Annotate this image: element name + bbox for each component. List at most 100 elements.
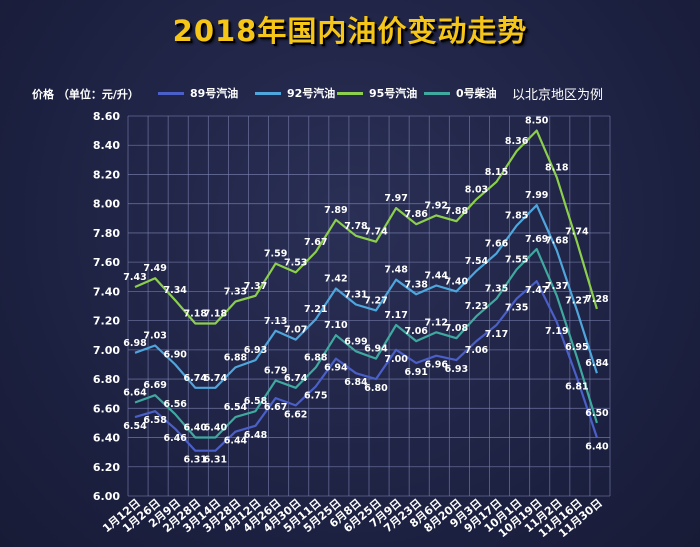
data-label: 6.79: [264, 366, 287, 377]
data-label: 6.88: [304, 352, 328, 363]
data-label: 7.53: [284, 257, 307, 268]
data-label: 7.10: [324, 320, 348, 331]
data-label: 7.74: [364, 227, 388, 238]
data-label: 7.06: [404, 326, 428, 337]
data-label: 6.88: [224, 352, 248, 363]
y-tick-label: 7.40: [93, 285, 120, 298]
data-label: 7.48: [384, 265, 408, 276]
data-label: 7.99: [525, 190, 548, 201]
legend-item-0: 0号柴油: [424, 86, 497, 100]
data-label: 7.43: [123, 272, 146, 283]
y-tick-label: 8.20: [93, 168, 120, 181]
data-label: 6.74: [284, 373, 308, 384]
data-label: 6.46: [163, 433, 187, 444]
data-label: 7.47: [525, 285, 548, 296]
legend-item-95: 95号汽油: [337, 86, 417, 100]
y-tick-label: 6.60: [93, 402, 120, 415]
data-label: 7.38: [404, 279, 428, 290]
data-label: 6.69: [143, 380, 166, 391]
data-label: 6.50: [585, 408, 609, 419]
data-label: 7.06: [465, 345, 489, 356]
data-label: 6.58: [244, 396, 268, 407]
data-label: 7.40: [445, 276, 469, 287]
y-tick-label: 8.60: [93, 110, 120, 123]
data-label: 7.55: [505, 254, 528, 265]
legend-label-0: 0号柴油: [456, 87, 497, 100]
data-label: 7.37: [545, 281, 568, 292]
data-label: 7.74: [565, 227, 589, 238]
data-label: 6.95: [565, 342, 588, 353]
data-label: 7.86: [404, 209, 428, 220]
data-label: 7.07: [284, 325, 307, 336]
data-label: 7.34: [163, 285, 187, 296]
series-line-2: [134, 129, 598, 325]
data-label: 6.56: [163, 399, 187, 410]
data-label: 7.89: [324, 205, 347, 216]
data-label: 7.37: [244, 281, 267, 292]
y-tick-label: 6.00: [93, 490, 120, 503]
data-label: 7.27: [364, 295, 387, 306]
y-tick-label: 7.20: [93, 315, 120, 328]
data-label: 7.68: [545, 235, 569, 246]
legend-swatch-0: [424, 91, 450, 95]
data-label: 6.31: [204, 455, 227, 466]
data-label: 7.19: [545, 326, 568, 337]
data-label: 6.99: [344, 336, 367, 347]
region-note: 以北京地区为例: [512, 88, 604, 103]
legend-item-89: 89号汽油: [158, 86, 238, 100]
legend-label-95: 95号汽油: [369, 87, 418, 100]
data-label: 6.67: [264, 402, 287, 413]
data-label: 6.40: [204, 423, 228, 434]
data-label: 6.74: [204, 373, 228, 384]
data-label: 7.85: [505, 211, 528, 222]
data-label: 6.81: [565, 382, 588, 393]
legend-item-92: 92号汽油: [255, 86, 335, 100]
data-label: 7.00: [384, 354, 408, 365]
data-label: 7.31: [344, 290, 367, 301]
y-tick-label: 8.00: [93, 198, 120, 211]
data-label: 6.74: [184, 373, 208, 384]
y-tick-label: 6.20: [93, 461, 120, 474]
data-label: 7.78: [344, 221, 368, 232]
data-label: 6.44: [224, 436, 248, 447]
data-label: 7.33: [224, 287, 247, 298]
data-label: 6.40: [184, 423, 208, 434]
y-tick-label: 7.00: [93, 344, 120, 357]
data-label: 7.18: [204, 309, 228, 320]
series-line-3: [134, 247, 598, 439]
y-axis-unit-label: 价格 （单位：元/升）: [32, 88, 139, 101]
data-label: 6.75: [304, 390, 327, 401]
data-label: 6.93: [244, 345, 267, 356]
data-label: 8.18: [545, 162, 569, 173]
data-label: 6.94: [364, 344, 388, 355]
data-label: 6.62: [284, 409, 307, 420]
legend-swatch-92: [255, 91, 281, 95]
data-label: 6.80: [364, 383, 388, 394]
data-label: 7.27: [565, 295, 588, 306]
data-label: 6.98: [123, 338, 147, 349]
y-tick-label: 8.40: [93, 139, 120, 152]
data-label: 6.40: [585, 442, 609, 453]
data-label: 6.31: [184, 455, 207, 466]
data-label: 7.92: [425, 200, 448, 211]
data-label: 7.67: [304, 237, 327, 248]
y-tick-label: 7.60: [93, 256, 120, 269]
data-label: 8.50: [525, 116, 549, 127]
data-label: 7.17: [485, 329, 508, 340]
data-label: 8.15: [485, 167, 508, 178]
legend-label-92: 92号汽油: [287, 87, 336, 100]
data-label: 6.93: [445, 364, 468, 375]
y-tick-label: 6.80: [93, 373, 120, 386]
series-line-1: [134, 204, 598, 389]
data-label: 6.48: [244, 430, 268, 441]
data-label: 7.54: [465, 256, 489, 267]
data-label: 6.54: [224, 402, 248, 413]
data-label: 6.84: [344, 377, 368, 388]
data-label: 7.12: [425, 317, 448, 328]
data-label: 7.35: [485, 284, 508, 295]
data-label: 6.84: [585, 358, 609, 369]
chart-title: 2018年国内油价变动走势: [172, 14, 528, 48]
data-label: 7.08: [445, 323, 469, 334]
data-label: 6.94: [324, 363, 348, 374]
